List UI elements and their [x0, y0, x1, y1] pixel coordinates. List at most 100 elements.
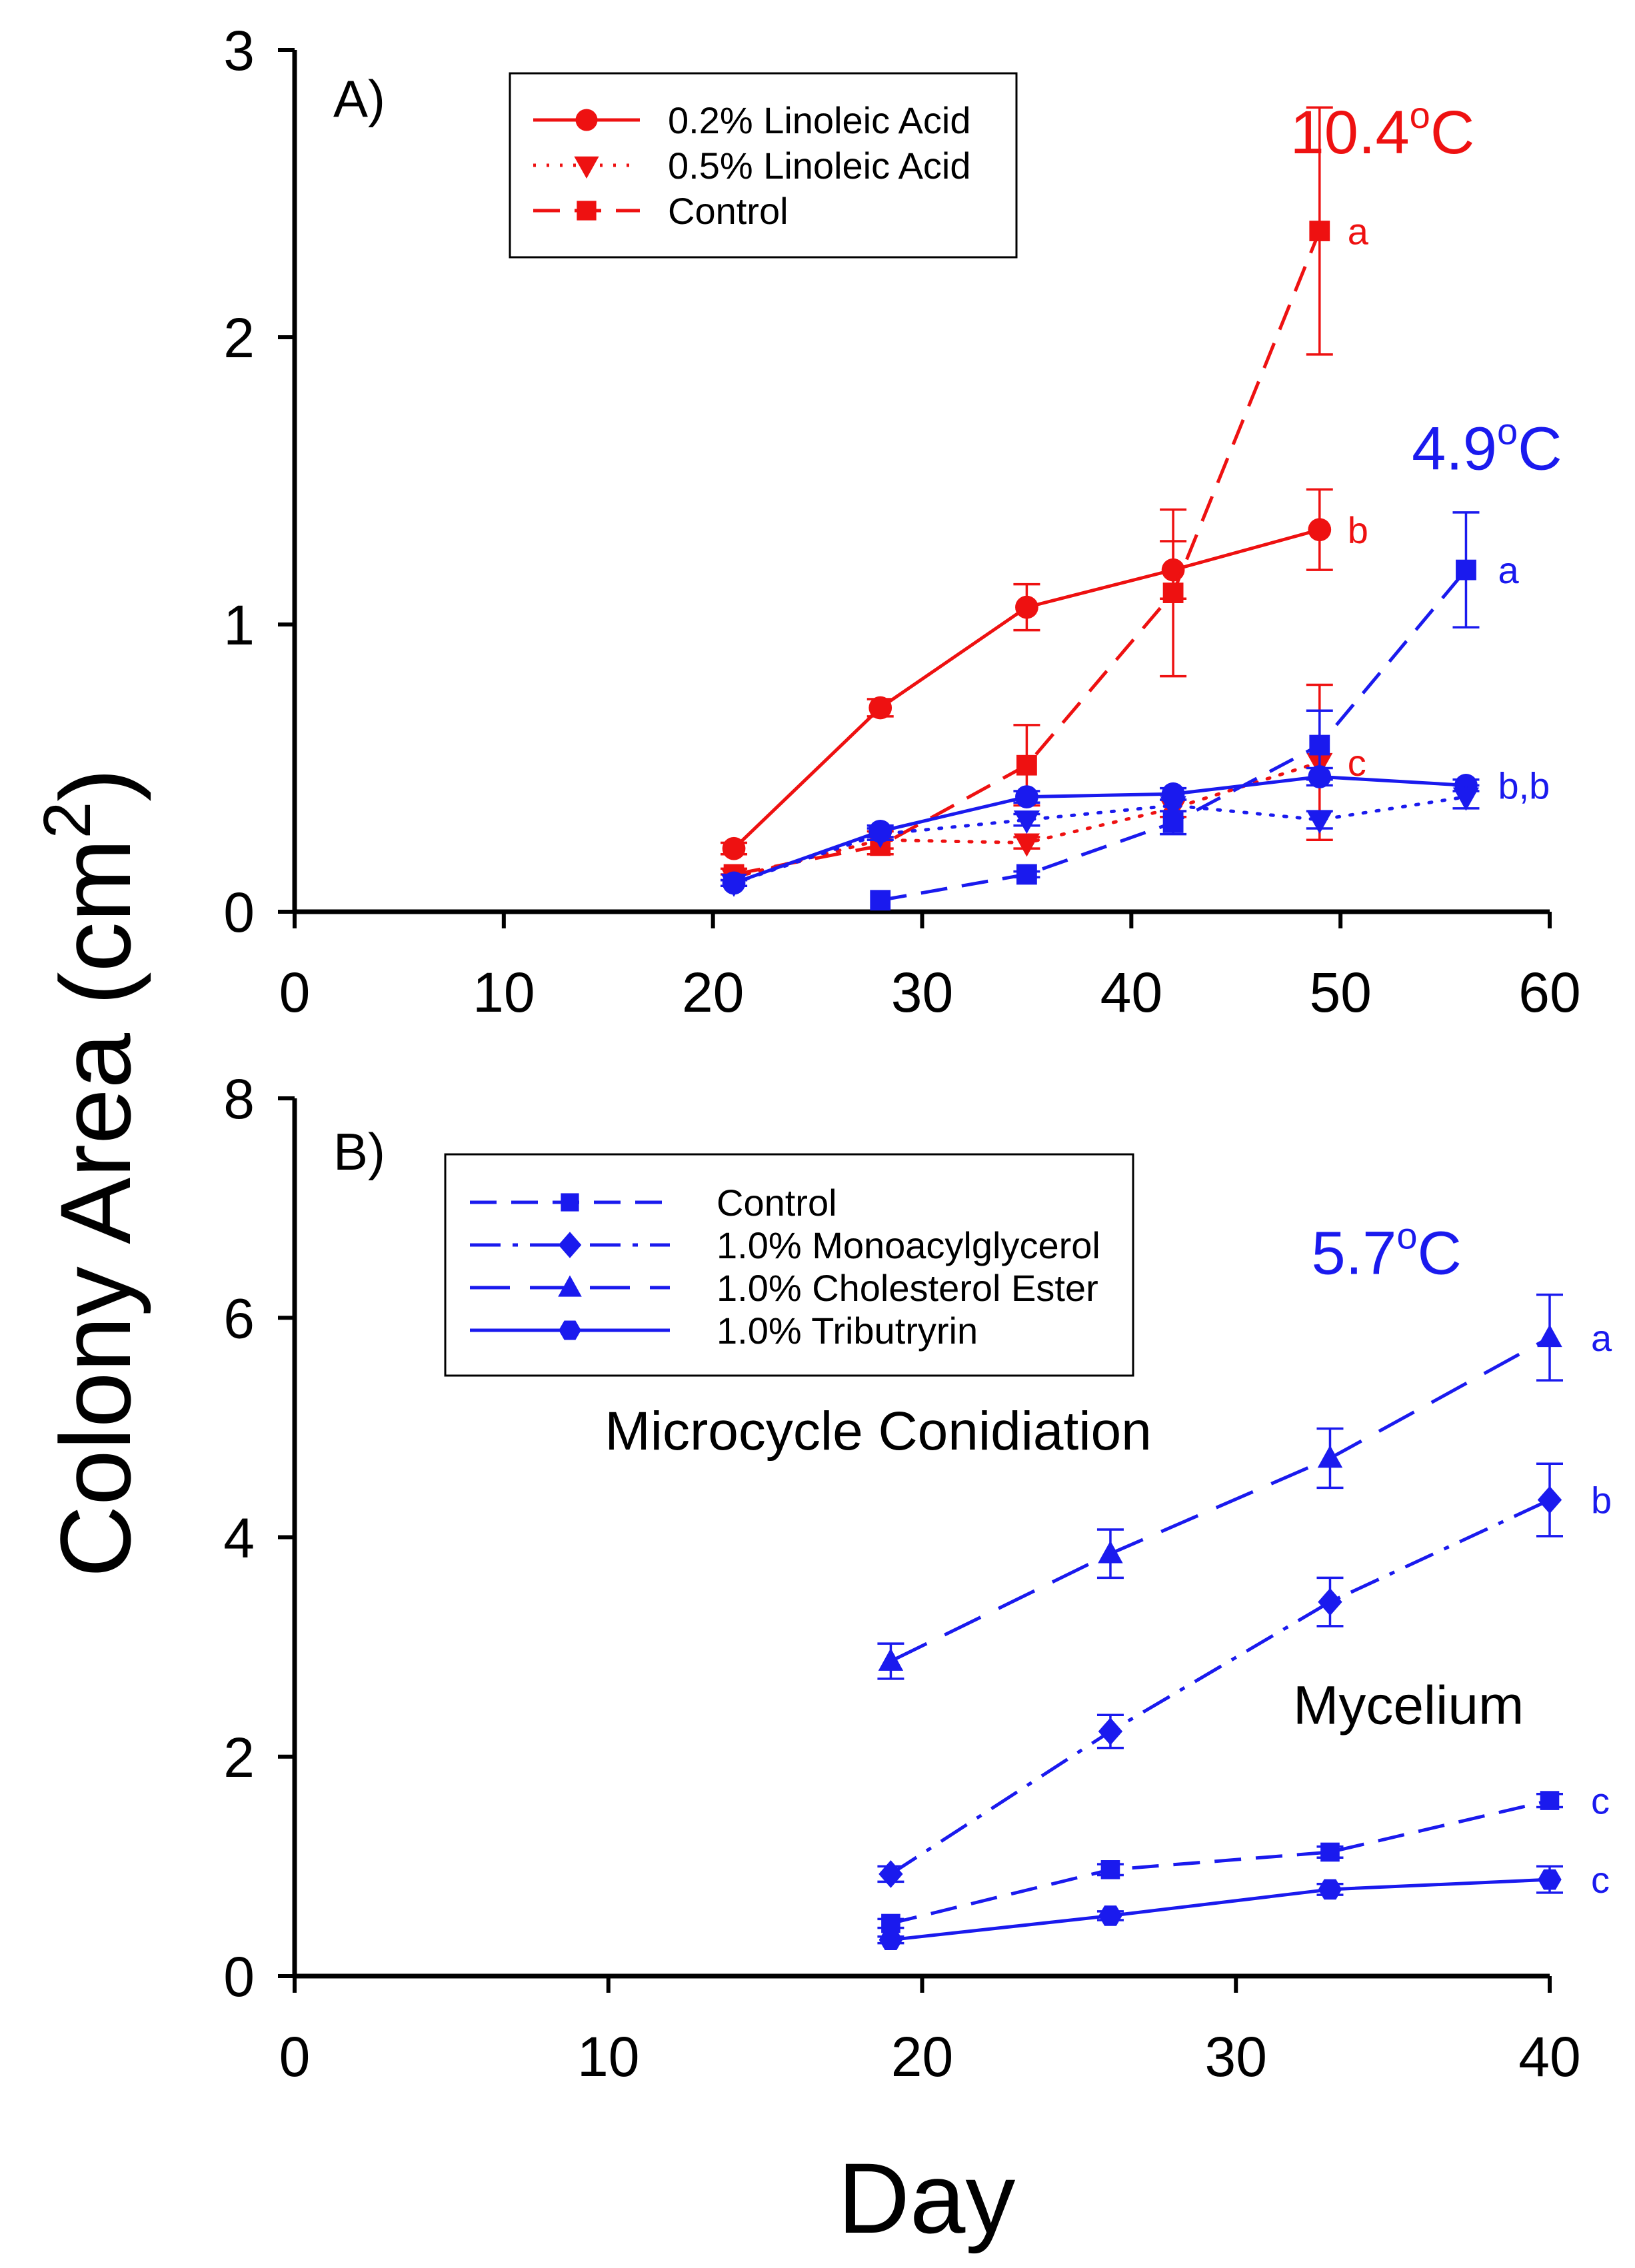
significance-letter: c: [1348, 742, 1366, 784]
data-point: [1162, 812, 1184, 833]
data-point: [1456, 559, 1476, 580]
data-point: [878, 1929, 903, 1950]
x-tick-label: 20: [891, 2025, 953, 2088]
y-tick-label: 2: [223, 1726, 255, 1789]
series-0-2-linoleic-acid: b: [721, 488, 1368, 860]
legend-marker: [574, 156, 599, 179]
temperature-label: 10.4oC: [1290, 94, 1475, 167]
y-tick-label: 2: [223, 307, 255, 369]
series-1-0-tributryrin: c: [877, 1859, 1610, 1950]
series-1-0-cholesterol-ester: a: [877, 1293, 1612, 1680]
data-point: [1098, 1540, 1123, 1564]
panel-a-chart: 0 10 20 30 40 50 600123A)bcab,ba10.4oC4.9oC0.2…: [223, 19, 1580, 1024]
data-point: [1318, 1879, 1342, 1900]
y-axis-label-close: ): [39, 768, 151, 802]
x-tick-label: 20: [682, 961, 744, 1024]
temperature-value: 4.9: [1412, 415, 1497, 483]
series-control: a: [870, 511, 1519, 911]
series-1-0-monoacylglycerol: b: [877, 1462, 1612, 1888]
data-point: [1015, 785, 1038, 808]
data-point: [1452, 787, 1480, 811]
y-tick-label: 0: [223, 881, 255, 944]
significance-letter: a: [1591, 1317, 1612, 1359]
x-tick-label: 30: [1205, 2025, 1267, 2088]
degree-sup: o: [1497, 410, 1518, 452]
legend-label: Control: [668, 190, 789, 232]
x-tick-label: 50: [1309, 961, 1371, 1024]
data-point: [1306, 810, 1333, 834]
legend-marker: [577, 201, 597, 221]
degree-sup: o: [1410, 94, 1430, 136]
data-point: [1537, 1486, 1562, 1514]
data-point: [867, 824, 894, 848]
data-point: [1320, 1842, 1340, 1862]
temperature-unit: C: [1430, 99, 1474, 167]
x-tick-label: 60: [1518, 961, 1580, 1024]
y-tick-label: 4: [223, 1507, 255, 1570]
x-tick-label: 10: [577, 2025, 639, 2088]
series-line: [733, 774, 1466, 885]
series-line: [732, 795, 1468, 885]
data-point: [1160, 796, 1186, 820]
annotation-label: Microcycle Conidiation: [605, 1401, 1151, 1462]
legend-label: 1.0% Monoacylglycerol: [717, 1224, 1100, 1266]
data-point: [1540, 1791, 1560, 1810]
temperature-value: 5.7: [1311, 1219, 1396, 1287]
legend-box: [444, 1153, 1134, 1377]
x-tick-label: 40: [1518, 2025, 1580, 2088]
panel-label: A): [333, 69, 385, 128]
temperature-label: 5.7oC: [1311, 1214, 1462, 1287]
y-tick-label: 6: [223, 1287, 255, 1350]
data-point: [1098, 1717, 1123, 1745]
data-point: [1013, 833, 1040, 857]
legend-box: [509, 72, 1018, 259]
x-tick-label: 0: [279, 961, 311, 1024]
temperature-value: 10.4: [1290, 99, 1410, 167]
x-tick-label: 0: [279, 2025, 311, 2088]
x-axis-label: Day: [838, 2142, 1016, 2254]
series-control: c: [877, 1780, 1610, 1933]
data-point: [1098, 1905, 1122, 1926]
data-point: [1016, 864, 1037, 885]
legend-label: 0.2% Linoleic Acid: [668, 99, 971, 141]
series-0-5-linoleic-acid: [721, 784, 1480, 897]
data-point: [1309, 734, 1330, 756]
significance-letter: c: [1591, 1780, 1610, 1822]
series-0-5-linoleic-acid: c: [721, 683, 1366, 892]
significance-letter: a: [1348, 211, 1369, 253]
legend-marker: [575, 109, 598, 131]
series-line: [890, 1799, 1550, 1925]
temperature-unit: C: [1418, 1219, 1462, 1287]
series-line: [890, 1336, 1551, 1663]
y-tick-label: 8: [223, 1068, 255, 1130]
significance-letter: b: [1591, 1480, 1612, 1522]
data-point: [1309, 221, 1330, 241]
data-point: [878, 1648, 904, 1671]
data-point: [721, 873, 747, 897]
y-axis-label-sup: 2: [30, 802, 105, 839]
data-point: [1100, 1860, 1120, 1879]
y-tick-label: 1: [223, 594, 255, 656]
series-0-2-linoleic-acid: b,b: [721, 764, 1550, 895]
significance-letter: a: [1498, 549, 1519, 591]
y-axis-label-text: Colony Area (cm: [39, 838, 151, 1578]
data-point: [722, 836, 746, 860]
data-point: [1015, 595, 1038, 619]
data-point: [870, 890, 891, 911]
legend-label: 1.0% Tributryrin: [717, 1310, 978, 1352]
data-point: [1162, 582, 1184, 603]
data-point: [1013, 810, 1040, 834]
data-point: [1537, 1324, 1562, 1348]
series-line: [733, 230, 1322, 876]
significance-letter: b,b: [1498, 764, 1550, 806]
series-line: [890, 1498, 1551, 1875]
data-point: [1538, 1869, 1562, 1890]
data-point: [1318, 1588, 1342, 1616]
y-tick-label: 3: [223, 19, 255, 82]
y-tick-label: 0: [223, 1945, 255, 2008]
data-point: [1016, 754, 1037, 776]
significance-letter: b: [1348, 509, 1368, 551]
